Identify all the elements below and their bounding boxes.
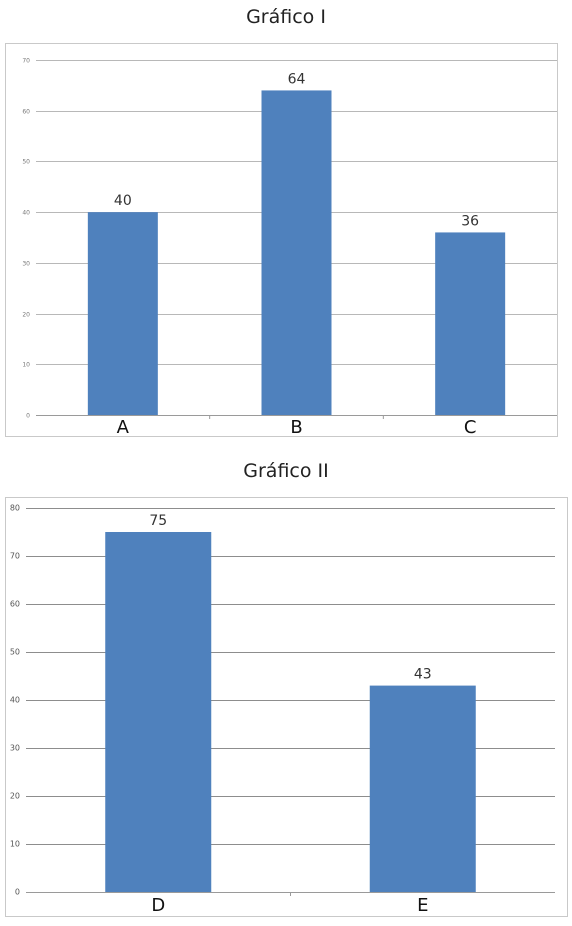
chart-2-ytick-label: 60 [10,600,20,609]
chart-2-frame [5,497,568,917]
chart-1-category-label: C [464,417,477,438]
chart-2-ytick-label: 80 [10,504,20,513]
chart-1-bar-c [435,232,506,415]
chart-1-ytick-label: 0 [26,413,30,420]
chart-2-data-label: 43 [414,667,432,683]
chart-2-ytick-label: 50 [10,648,20,657]
chart-1-ytick-label: 70 [22,58,30,65]
chart-2-bar-e [369,685,476,892]
chart-2-ytick-label: 10 [10,840,20,849]
chart-2-ytick-label: 70 [10,552,20,561]
chart-2-bar-d [105,532,212,892]
chart-1-ytick-label: 60 [22,109,30,116]
chart-1-bar-b [261,90,332,415]
chart-2-ytick-label: 40 [10,696,20,705]
chart-2-category-label: E [417,895,428,916]
chart-1-title: Gráfico I [246,6,326,28]
chart-1-ytick-label: 50 [22,159,30,166]
chart-1-ytick-label: 20 [22,312,30,319]
chart-1-category-label: A [117,417,130,438]
chart-1-ytick-label: 10 [22,362,30,369]
chart-1-data-label: 40 [114,193,132,209]
chart-1-ytick-label: 30 [22,261,30,268]
chart-1-bar-a [87,212,158,415]
chart-2-ytick-label: 0 [15,888,20,897]
chart-2-data-label: 75 [149,513,167,529]
chart-2-title: Gráfico II [243,460,329,482]
chart-2-category-label: D [151,895,165,916]
chart-1-category-label: B [290,417,302,438]
chart-1-data-label: 64 [288,71,306,87]
chart-2-ytick-label: 30 [10,744,20,753]
chart-2-ytick-label: 20 [10,792,20,801]
chart-1-data-label: 36 [461,213,479,229]
chart-1-ytick-label: 40 [22,210,30,217]
